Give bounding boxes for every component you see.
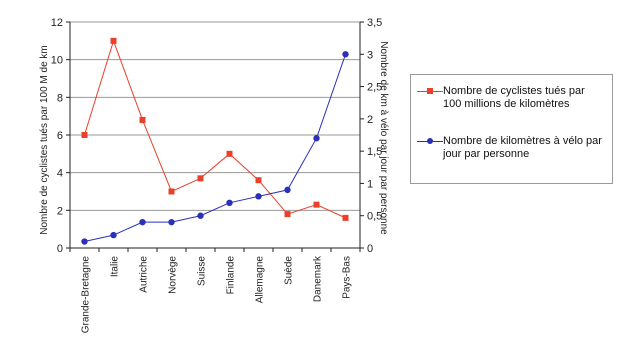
data-point (313, 201, 320, 208)
y2-tick-label: 3 (367, 49, 373, 61)
data-point (139, 116, 146, 123)
legend-swatch-blue (417, 135, 443, 148)
series-line (84, 54, 346, 243)
data-point (197, 212, 204, 219)
data-point (168, 188, 175, 195)
y2-tick-label: 2 (367, 114, 373, 126)
data-point (110, 231, 117, 239)
x-tick-label: Allemagne (255, 256, 266, 304)
y-tick-label: 6 (57, 130, 63, 142)
series-line (84, 39, 346, 219)
legend-item-km-per-day: Nombre de kilomètres à vélo par jour par… (417, 135, 603, 161)
data-point (197, 175, 204, 182)
legend-label: Nombre de kilomètres à vélo par jour par… (443, 135, 602, 160)
data-point (81, 132, 88, 138)
y2-tick-label: 2,5 (367, 82, 382, 94)
square-marker-icon (427, 88, 433, 94)
x-tick-label: Danemark (313, 255, 324, 302)
data-point (168, 218, 175, 226)
x-tick-label: Grande-Bretagne (81, 256, 92, 334)
axes-layer: 0 2 4 6 8 10 12 0 0,5 1 1,5 2 2,5 3 3,5 Grande-Bretagne… (51, 17, 383, 333)
y2-tick-label: 1 (367, 178, 373, 190)
data-point (110, 37, 117, 44)
data-point (313, 135, 320, 142)
x-tick-label: Italie (110, 256, 121, 278)
grid-layer (70, 21, 360, 249)
y-tick-label: 10 (51, 55, 63, 67)
y-tick-label: 8 (57, 92, 63, 104)
y2-tick-label: 1,5 (367, 146, 382, 158)
y2-tick-label: 0 (367, 243, 373, 255)
data-point (139, 218, 146, 226)
y-tick-label: 0 (57, 243, 63, 255)
legend: Nombre de cyclistes tués par 100 million… (410, 74, 613, 184)
x-tick-label: Suède (284, 256, 295, 285)
data-point (342, 51, 349, 58)
x-tick-label: Pays-Bas (342, 256, 353, 299)
y2-tick-label: 3,5 (367, 17, 382, 29)
data-point (284, 186, 291, 194)
legend-swatch-red (417, 85, 443, 98)
x-tick-label: Finlande (226, 256, 237, 295)
data-point (226, 199, 233, 206)
circle-marker-icon (427, 138, 433, 144)
y-tick-label: 2 (57, 205, 63, 217)
data-point (342, 214, 349, 221)
legend-item-cyclists-killed: Nombre de cyclistes tués par 100 million… (417, 85, 603, 111)
y2-axis-label: Nombre de km à vélo par jour par personn… (378, 41, 389, 235)
legend-label: Nombre de cyclistes tués par 100 million… (443, 85, 585, 110)
x-tick-label: Autriche (139, 256, 150, 293)
data-point (81, 238, 88, 245)
data-point (284, 211, 291, 218)
y2-tick-label: 0,5 (367, 211, 382, 223)
data-point (226, 150, 233, 157)
x-tick-label: Norvège (168, 256, 179, 294)
data-point (255, 193, 262, 200)
x-tick-label: Suisse (197, 256, 208, 286)
y-axis-label: Nombre de cyclistes tués par 100 M de km (39, 45, 50, 235)
data-point (255, 177, 262, 184)
series-layer (81, 37, 349, 245)
y-tick-label: 12 (51, 17, 63, 29)
y-tick-label: 4 (57, 168, 63, 180)
